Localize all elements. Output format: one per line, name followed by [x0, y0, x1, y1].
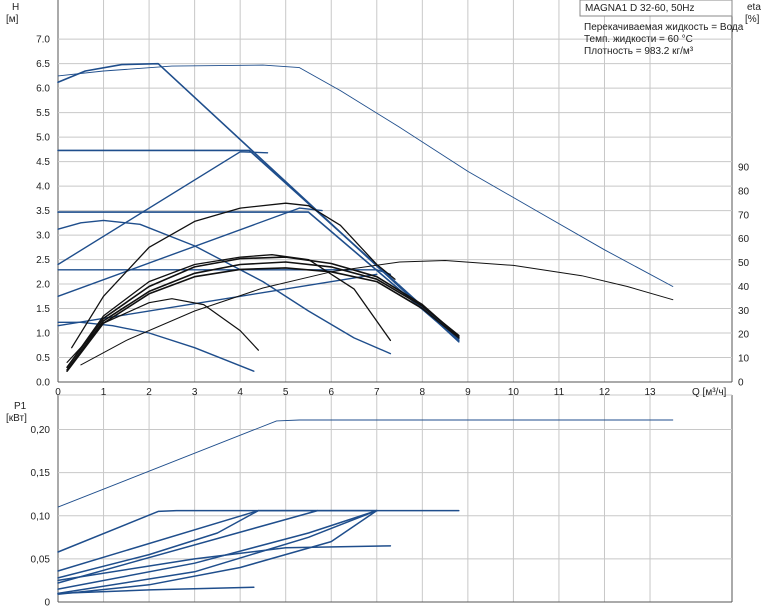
h-tick-label: 2.0: [36, 280, 50, 291]
head-curve-3: [57, 211, 460, 342]
eta-tick-label: 30: [738, 306, 750, 317]
head-curve-5: [57, 151, 269, 266]
x-tick-label: 10: [508, 387, 520, 398]
h-tick-label: 0.5: [36, 353, 50, 364]
info-box: [579, 0, 733, 17]
info-line-fluid: Перекачиваемая жидкость = Вода: [584, 22, 744, 33]
p1-axis-label: P1: [14, 401, 27, 412]
h-tick-label: 3.5: [36, 206, 50, 217]
h-tick-label: 5.5: [36, 108, 50, 119]
x-tick-label: 11: [554, 387, 565, 398]
x-tick-label: 3: [192, 387, 198, 398]
h-tick-label: 0.0: [36, 378, 50, 389]
eta-tick-label: 0: [738, 378, 744, 389]
h-tick-label: 6.0: [36, 84, 50, 95]
head-curve-8: [57, 219, 392, 355]
power-curve-3: [57, 509, 260, 572]
head-curve-17: [66, 298, 259, 363]
x-tick-label: 6: [328, 387, 334, 398]
power-curve-5: [57, 509, 378, 584]
x-tick-label: 13: [644, 387, 656, 398]
x-tick-label: 8: [420, 387, 426, 398]
p1-tick-label: 0: [44, 598, 50, 609]
head-curve-10: [57, 64, 674, 287]
h-tick-label: 3.0: [36, 231, 50, 242]
eta-axis-unit: [%]: [745, 14, 760, 25]
info-line-temp: Темп. жидкости = 60 °C: [584, 34, 693, 45]
head-curve-12: [71, 202, 396, 349]
h-tick-label: 1.0: [36, 329, 50, 340]
h-tick-label: 5.0: [36, 133, 50, 144]
q-axis-label: Q [м³/ч]: [692, 387, 727, 398]
head-curve-15: [66, 267, 460, 373]
top-plot-grid: [57, 0, 733, 383]
eta-tick-label: 20: [738, 330, 750, 341]
h-tick-label: 7.0: [36, 35, 50, 46]
head-curve-1: [57, 62, 460, 343]
bottom-plot-curves: [57, 419, 674, 595]
eta-tick-label: 80: [738, 186, 750, 197]
h-tick-label: 4.5: [36, 157, 50, 168]
x-tick-label: 2: [146, 387, 152, 398]
head-curve-14: [66, 256, 460, 369]
power-curve-7: [57, 509, 378, 595]
power-curve-4: [57, 509, 319, 579]
eta-tick-label: 90: [738, 163, 750, 174]
h-axis-label: H: [12, 2, 19, 13]
head-curve-4: [57, 269, 392, 275]
eta-tick-label: 40: [738, 282, 750, 293]
eta-axis-label: eta: [747, 2, 761, 13]
eta-tick-label: 50: [738, 258, 750, 269]
power-curve-9: [57, 545, 392, 582]
p1-tick-label: 0,05: [31, 554, 51, 565]
axis-ticks: 0 1 2 3 4 5 6 7 8 9 10 11 12 130.00.51.01.52.02.53.03…: [31, 35, 750, 609]
bottom-plot-grid: [57, 394, 733, 603]
h-tick-label: 6.5: [36, 59, 50, 70]
head-curve-2: [57, 149, 460, 340]
power-curve-8: [57, 509, 378, 595]
head-curve-11: [80, 260, 674, 366]
p1-tick-label: 0,20: [31, 425, 51, 436]
power-curve-6: [57, 509, 378, 590]
head-curve-16: [66, 254, 392, 368]
x-tick-label: 12: [599, 387, 611, 398]
head-curve-7: [57, 273, 378, 327]
head-curve-13: [66, 261, 460, 371]
power-curve-10: [57, 586, 255, 595]
p1-tick-label: 0,15: [31, 468, 51, 479]
power-curve-1: [57, 419, 674, 508]
info-line-density: Плотность = 983.2 кг/м³: [584, 46, 694, 57]
p1-axis-unit: [кВт]: [6, 413, 27, 424]
x-tick-label: 1: [101, 387, 107, 398]
top-plot-curves: [57, 62, 674, 373]
x-tick-label: 7: [374, 387, 380, 398]
h-tick-label: 2.5: [36, 255, 50, 266]
h-tick-label: 4.0: [36, 182, 50, 193]
p1-tick-label: 0,10: [31, 511, 51, 522]
h-axis-unit: [м]: [6, 14, 19, 25]
eta-tick-label: 10: [738, 354, 750, 365]
x-tick-label: 4: [237, 387, 243, 398]
head-curve-9: [57, 321, 255, 372]
x-tick-label: 9: [465, 387, 471, 398]
info-title: MAGNA1 D 32-60, 50Hz: [585, 3, 695, 14]
x-tick-label: 0: [55, 387, 61, 398]
h-tick-label: 1.5: [36, 304, 50, 315]
x-tick-label: 5: [283, 387, 289, 398]
eta-tick-label: 70: [738, 210, 750, 221]
eta-tick-label: 60: [738, 234, 750, 245]
